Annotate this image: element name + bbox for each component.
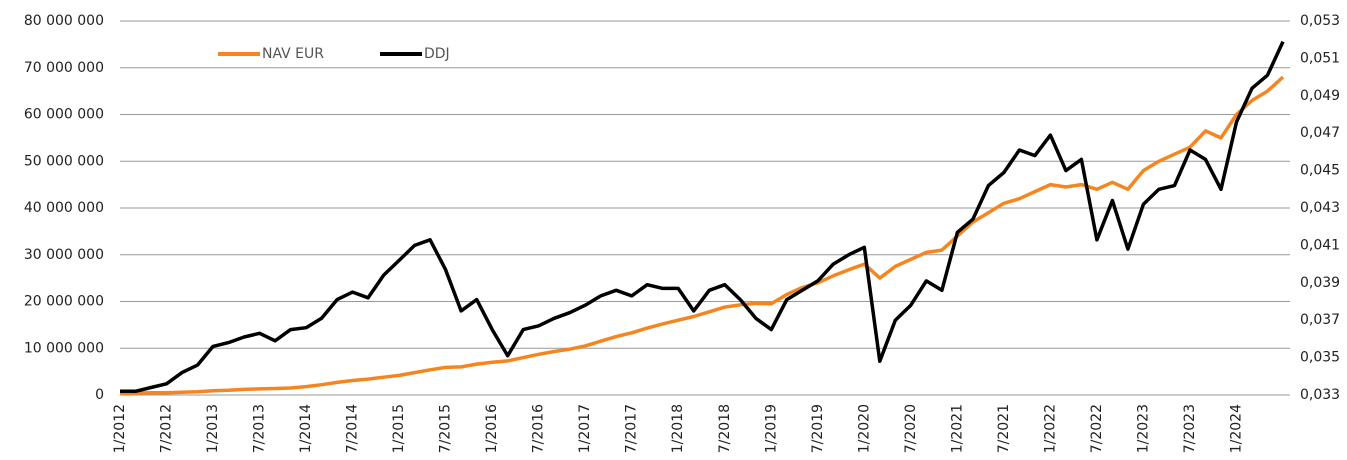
legend-label: NAV EUR xyxy=(262,46,324,62)
x-tick-label: 1/2012 xyxy=(112,404,128,453)
y2-tick-label: 0,039 xyxy=(1300,275,1340,291)
y-tick-label: 60 000 000 xyxy=(24,107,104,123)
x-tick-label: 7/2017 xyxy=(624,404,640,453)
y-tick-label: 0 xyxy=(95,387,104,403)
y2-tick-label: 0,033 xyxy=(1300,387,1340,403)
x-tick-label: 1/2013 xyxy=(205,404,221,453)
y2-tick-label: 0,047 xyxy=(1300,125,1340,141)
x-tick-label: 1/2015 xyxy=(391,404,407,453)
y2-tick-label: 0,037 xyxy=(1300,312,1340,328)
y-tick-label: 30 000 000 xyxy=(24,247,104,263)
y2-tick-label: 0,041 xyxy=(1300,237,1340,253)
x-tick-label: 1/2018 xyxy=(670,404,686,453)
legend-label: DDJ xyxy=(424,46,450,62)
y-tick-label: 10 000 000 xyxy=(24,340,104,356)
x-tick-label: 7/2019 xyxy=(810,404,826,453)
series-line xyxy=(120,40,1285,394)
x-tick-label: 1/2014 xyxy=(298,404,314,453)
x-tick-label: 7/2018 xyxy=(717,404,733,453)
x-tick-label: 1/2021 xyxy=(949,404,965,453)
series-line xyxy=(119,75,1285,396)
y2-tick-label: 0,045 xyxy=(1300,163,1340,179)
x-tick-label: 7/2022 xyxy=(1089,404,1105,453)
x-tick-label: 1/2024 xyxy=(1228,404,1244,453)
x-tick-label: 7/2014 xyxy=(345,404,361,453)
x-tick-label: 7/2020 xyxy=(903,404,919,453)
x-tick-label: 1/2020 xyxy=(856,404,872,453)
y2-tick-label: 0,051 xyxy=(1300,50,1340,66)
x-tick-label: 7/2021 xyxy=(996,404,1012,453)
x-tick-label: 1/2022 xyxy=(1042,404,1058,453)
y2-tick-label: 0,049 xyxy=(1300,88,1340,104)
x-tick-label: 7/2015 xyxy=(438,404,454,453)
y2-tick-label: 0,035 xyxy=(1300,350,1340,366)
y2-tick-label: 0,043 xyxy=(1300,200,1340,216)
y2-tick-label: 0,053 xyxy=(1300,13,1340,29)
x-tick-label: 1/2019 xyxy=(763,404,779,453)
x-tick-label: 1/2023 xyxy=(1135,404,1151,453)
y-tick-label: 70 000 000 xyxy=(24,60,104,76)
x-tick-label: 7/2012 xyxy=(159,404,175,453)
y-tick-label: 40 000 000 xyxy=(24,200,104,216)
x-tick-label: 7/2023 xyxy=(1182,404,1198,453)
x-tick-label: 1/2016 xyxy=(484,404,500,453)
x-tick-label: 1/2017 xyxy=(577,404,593,453)
x-tick-label: 7/2013 xyxy=(252,404,268,453)
y-tick-label: 20 000 000 xyxy=(24,294,104,310)
y-tick-label: 80 000 000 xyxy=(24,13,104,29)
x-tick-label: 7/2016 xyxy=(531,404,547,453)
y-tick-label: 50 000 000 xyxy=(24,153,104,169)
